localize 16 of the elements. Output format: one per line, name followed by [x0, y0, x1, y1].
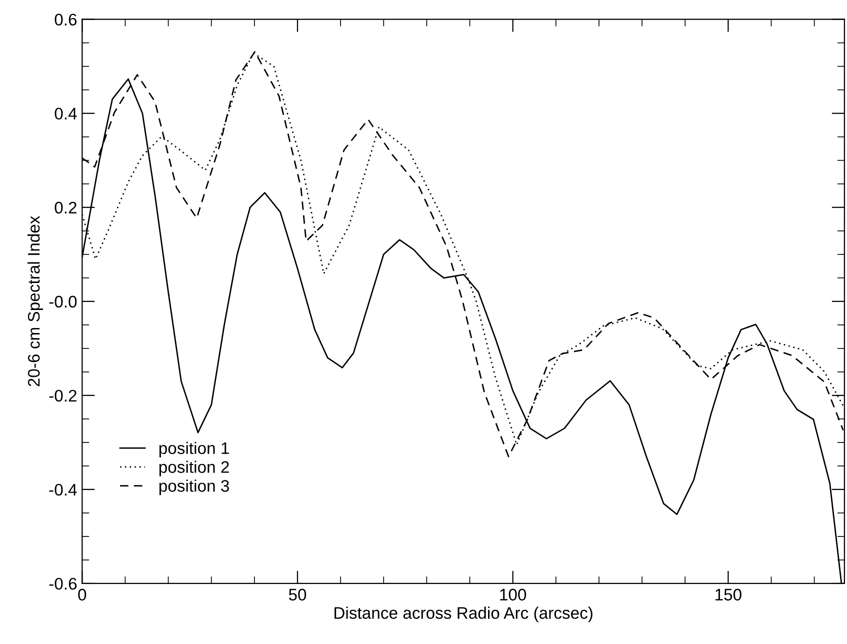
legend-label: position 3 [159, 480, 229, 496]
x-tick-label: 0 [78, 588, 86, 601]
y-tick-label: -0.4 [49, 484, 77, 496]
y-tick-label: -0.6 [49, 578, 77, 590]
legend-label: position 1 [159, 442, 229, 458]
x-tick-label: 100 [500, 588, 526, 601]
x-axis-title: Distance across Radio Arc (arcsec) [334, 606, 592, 622]
y-tick-label: 0.2 [54, 202, 76, 214]
x-tick-label: 50 [288, 588, 306, 601]
y-axis-title: 20-6 cm Spectral Index [27, 216, 44, 386]
y-tick-label: -0.0 [49, 296, 77, 308]
legend-label: position 2 [159, 460, 229, 476]
y-tick-label: 0.6 [54, 14, 77, 26]
x-tick-label: 150 [716, 588, 742, 601]
y-tick-label: -0.2 [49, 390, 76, 402]
y-tick-label: 0.4 [54, 108, 77, 120]
